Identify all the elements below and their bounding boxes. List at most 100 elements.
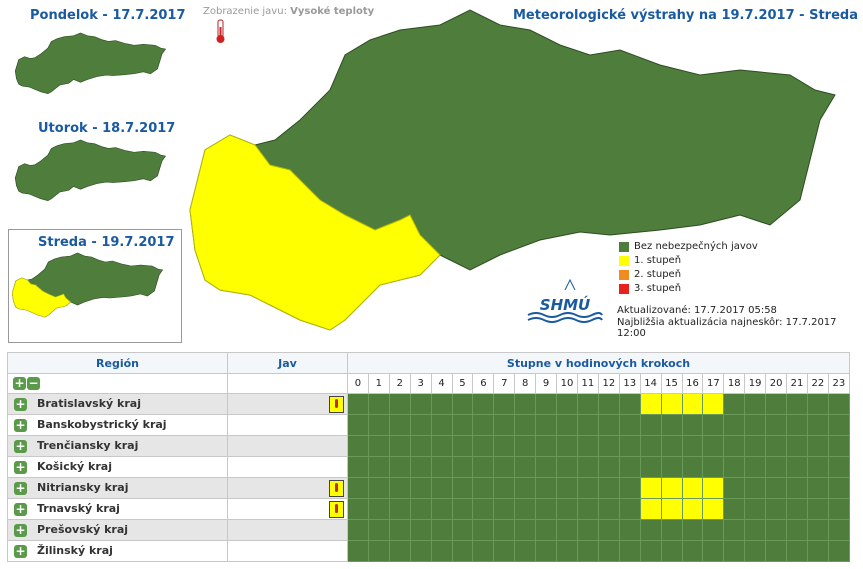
hour-cell (618, 456, 641, 478)
thumb-map-2[interactable] (14, 139, 166, 202)
hour-cell (660, 540, 683, 562)
hour-cell (827, 477, 851, 499)
big-map[interactable] (189, 9, 836, 331)
hour-cell (786, 414, 808, 436)
hour-cell (388, 540, 411, 562)
hour-cell (430, 519, 453, 541)
hour-cell (472, 519, 495, 541)
hour-cell (786, 393, 808, 415)
region-name: Trenčiansky kraj (37, 439, 139, 453)
hour-cell (618, 477, 641, 499)
hour-cell (681, 456, 704, 478)
display-label: Zobrazenie javu: (203, 6, 287, 17)
region-row: + Trnavský kraj (7, 498, 851, 520)
hour-label: 6 (472, 373, 495, 394)
expand-button[interactable]: + (14, 438, 27, 453)
hour-label: 17 (702, 373, 725, 394)
region-name: Prešovský kraj (37, 523, 129, 537)
hour-cell (430, 498, 453, 520)
region-row: + Bratislavský kraj (7, 393, 851, 415)
hour-cell (827, 519, 851, 541)
region-cell: + Nitriansky kraj (7, 477, 228, 499)
hour-label: 14 (639, 373, 662, 394)
expand-button[interactable]: + (14, 417, 27, 432)
hour-cell (451, 393, 474, 415)
hour-cell (556, 456, 578, 478)
collapse-all-button[interactable]: − (27, 376, 40, 390)
hour-cell (702, 519, 725, 541)
hour-cell (367, 477, 390, 499)
hour-cell (639, 498, 662, 520)
expand-button[interactable]: + (14, 543, 27, 558)
expand-button[interactable]: + (14, 501, 27, 516)
expand-all-button[interactable]: + (13, 376, 26, 390)
hour-cell (409, 477, 432, 499)
hour-cell (806, 414, 829, 436)
legend-label: 1. stupeň (634, 255, 682, 266)
hour-cell (430, 540, 453, 562)
legend-swatch (619, 242, 629, 252)
hour-cell (660, 498, 683, 520)
hour-cell (765, 540, 788, 562)
hour-cell (556, 519, 578, 541)
day-link[interactable]: Pondelok - 17.7.2017 (30, 8, 186, 23)
hour-cell (702, 456, 725, 478)
hour-cell (388, 393, 411, 415)
display-info: Zobrazenie javu: Vysoké teploty (203, 6, 374, 17)
hour-cell (827, 498, 851, 520)
phenomenon-cell (227, 435, 348, 457)
hour-cell (472, 540, 495, 562)
phenomenon-cell (227, 519, 348, 541)
selected-day-box (8, 229, 182, 343)
warning-table: Región Jav Stupne v hodinových krokoch + −0 1… (7, 352, 851, 562)
warning-icon[interactable] (329, 395, 344, 413)
hour-cell (806, 498, 829, 520)
day-link[interactable]: Streda - 19.7.2017 (38, 235, 175, 250)
hour-cell (806, 456, 829, 478)
hour-label: 16 (681, 373, 704, 394)
region-name: Banskobystrický kraj (37, 418, 167, 432)
phenomenon-cell (227, 540, 348, 562)
phenomenon-cell (227, 477, 348, 499)
phenomenon-cell (227, 393, 348, 415)
hour-cell (702, 498, 725, 520)
expand-button[interactable]: + (14, 522, 27, 537)
display-value: Vysoké teploty (290, 6, 375, 17)
expand-button[interactable]: + (14, 396, 27, 411)
hour-cell (681, 519, 704, 541)
hour-cell (723, 498, 746, 520)
thumb-map-1[interactable] (14, 32, 166, 95)
hour-cell (493, 435, 516, 457)
hour-cell (493, 519, 516, 541)
region-row: + Banskobystrický kraj (7, 414, 851, 436)
hour-cell (639, 456, 662, 478)
hour-cell (702, 414, 725, 436)
expand-button[interactable]: + (14, 459, 27, 474)
hour-cell (618, 540, 641, 562)
expand-controls: + − (7, 373, 228, 394)
hour-cell (430, 456, 453, 478)
hour-cell (723, 456, 746, 478)
hour-cell (409, 498, 432, 520)
hour-cell (597, 456, 620, 478)
day-link[interactable]: Utorok - 18.7.2017 (38, 121, 176, 136)
hour-cell (681, 540, 704, 562)
hour-cell (576, 456, 599, 478)
hour-cell (576, 498, 599, 520)
expand-button[interactable]: + (14, 480, 27, 495)
hour-label: 2 (388, 373, 411, 394)
hour-cell (806, 519, 829, 541)
hour-cell (702, 435, 725, 457)
hour-label: 19 (744, 373, 767, 394)
warning-icon[interactable] (329, 500, 344, 518)
hour-cell (514, 393, 537, 415)
hour-label: 8 (514, 373, 537, 394)
hour-cell (430, 393, 453, 415)
region-cell: + Trnavský kraj (7, 498, 228, 520)
hour-cell (765, 456, 788, 478)
hour-cell (765, 435, 788, 457)
warning-icon[interactable] (329, 479, 344, 497)
hour-cell (744, 414, 767, 436)
hour-cell (347, 414, 369, 436)
hour-cell (367, 435, 390, 457)
